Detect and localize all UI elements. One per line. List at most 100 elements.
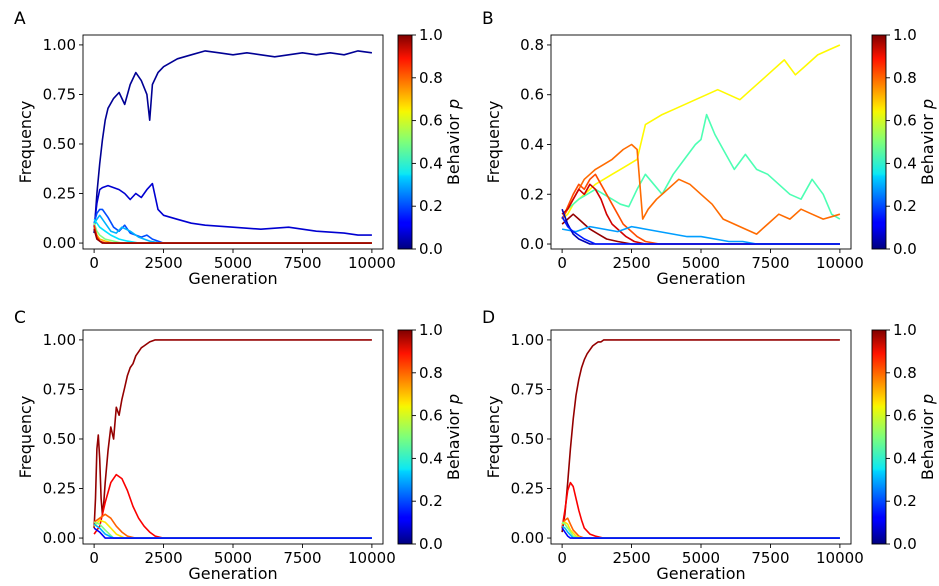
colorbar-tick-label: 1.0 [419, 321, 443, 339]
y-tick-label: 0.75 [511, 380, 544, 398]
x-tick-label: 5000 [214, 549, 252, 567]
plot-frame [82, 329, 384, 545]
y-tick-label: 0.4 [520, 135, 544, 153]
x-tick-label: 0 [89, 254, 99, 272]
colorbar-label-symbol: p [918, 394, 937, 405]
y-tick-label: 1.00 [43, 36, 76, 54]
panel-letter: D [482, 308, 495, 328]
y-tick-label: 0.00 [43, 529, 76, 547]
series-group [561, 44, 841, 245]
x-tick-label: 10000 [348, 254, 396, 272]
x-tick-label: 2500 [144, 254, 182, 272]
series-line [93, 527, 372, 539]
series-line [561, 339, 840, 533]
x-tick-label: 5000 [214, 254, 252, 272]
series-line [561, 143, 841, 235]
x-tick-label: 7500 [751, 254, 789, 272]
colorbar-label: Behavior p [444, 394, 463, 480]
colorbar-tick-label: 0.2 [893, 197, 917, 215]
y-tick-label: 1.00 [511, 331, 544, 349]
colorbar-tick-label: 0.6 [419, 112, 443, 130]
x-tick-label: 10000 [348, 549, 396, 567]
series-line [93, 214, 372, 244]
y-axis-label: Frequency [16, 101, 35, 184]
colorbar-label-symbol: p [918, 99, 937, 110]
colorbar-tick-label: 0.2 [419, 492, 443, 510]
colorbar-tick-label: 0.8 [893, 69, 917, 87]
x-tick-label: 0 [557, 254, 567, 272]
y-tick-label: 0.25 [43, 185, 76, 203]
y-tick-label: 0.50 [43, 430, 76, 448]
x-tick-label: 2500 [612, 254, 650, 272]
colorbar-tick-label: 1.0 [419, 26, 443, 44]
colorbar-tick-label: 0.6 [893, 112, 917, 130]
y-tick-label: 0.25 [511, 480, 544, 498]
series-line [561, 208, 840, 245]
x-axis-label: Generation [656, 564, 745, 583]
colorbar-tick-label: 0.4 [893, 154, 917, 172]
y-tick-label: 0.6 [520, 86, 544, 104]
x-axis-label: Generation [188, 269, 277, 288]
y-tick-label: 0.00 [511, 529, 544, 547]
series-line [93, 513, 372, 539]
series-line [93, 182, 372, 236]
colorbar-tick-label: 0.6 [419, 407, 443, 425]
colorbar-label-text: Behavior [918, 404, 937, 480]
colorbar [871, 34, 887, 250]
panel-a: A 0 2500 5000 7500 10000 0.00 0.25 0.50 0.75 1.00 G… [14, 9, 463, 288]
colorbar-tick-label: 0.4 [419, 449, 443, 467]
series-line [561, 173, 840, 245]
series-line [561, 44, 841, 220]
colorbar-tick-label: 0.8 [893, 364, 917, 382]
colorbar-tick-label: 0.0 [893, 240, 917, 258]
series-line [93, 208, 372, 244]
y-axis-label: Frequency [16, 396, 35, 479]
series-line [561, 481, 840, 539]
y-tick-label: 0.0 [520, 235, 544, 253]
x-tick-label: 10000 [816, 549, 864, 567]
panel-letter: C [14, 308, 26, 328]
colorbar-tick-label: 0.4 [419, 154, 443, 172]
colorbar-label: Behavior p [444, 99, 463, 185]
x-tick-label: 0 [557, 549, 567, 567]
colorbar-tick-label: 0.0 [419, 240, 443, 258]
colorbar-label-text: Behavior [444, 109, 463, 185]
panel-letter: A [14, 9, 26, 29]
colorbar-tick-label: 0.2 [893, 492, 917, 510]
y-tick-label: 0.8 [520, 36, 544, 54]
y-tick-label: 0.50 [43, 135, 76, 153]
series-line [93, 523, 372, 539]
colorbar-tick-label: 0.6 [893, 407, 917, 425]
colorbar-label: Behavior p [918, 99, 937, 185]
colorbar-label: Behavior p [918, 394, 937, 480]
series-group [561, 339, 840, 539]
colorbar-label-symbol: p [444, 394, 463, 405]
colorbar [397, 34, 413, 250]
series-line [93, 222, 372, 244]
plot-frame [82, 34, 384, 250]
x-tick-label: 5000 [682, 254, 720, 272]
y-tick-label: 0.75 [43, 380, 76, 398]
colorbar-label-symbol: p [444, 99, 463, 110]
colorbar-label-text: Behavior [918, 109, 937, 185]
colorbar-tick-label: 0.4 [893, 449, 917, 467]
y-tick-label: 0.2 [520, 185, 544, 203]
x-tick-label: 2500 [612, 549, 650, 567]
series-group [93, 50, 373, 244]
y-axis-label: Frequency [484, 396, 503, 479]
series-line [93, 519, 372, 539]
x-tick-label: 7500 [283, 254, 321, 272]
y-tick-label: 0.00 [43, 234, 76, 252]
panel-c: C 0 2500 5000 7500 10000 0.00 0.25 0.50 0.75 1.00 G… [14, 308, 463, 583]
series-line [561, 517, 840, 539]
series-line [93, 228, 372, 244]
series-line [93, 218, 372, 244]
panel-d: D 0 2500 5000 7500 10000 0.00 0.25 0.50 0.75 1.00 G… [482, 308, 937, 583]
x-tick-label: 5000 [682, 549, 720, 567]
series-line [561, 521, 840, 539]
series-line [561, 521, 840, 539]
x-tick-label: 10000 [816, 254, 864, 272]
panel-letter: B [482, 9, 494, 29]
colorbar-tick-label: 0.2 [419, 197, 443, 215]
